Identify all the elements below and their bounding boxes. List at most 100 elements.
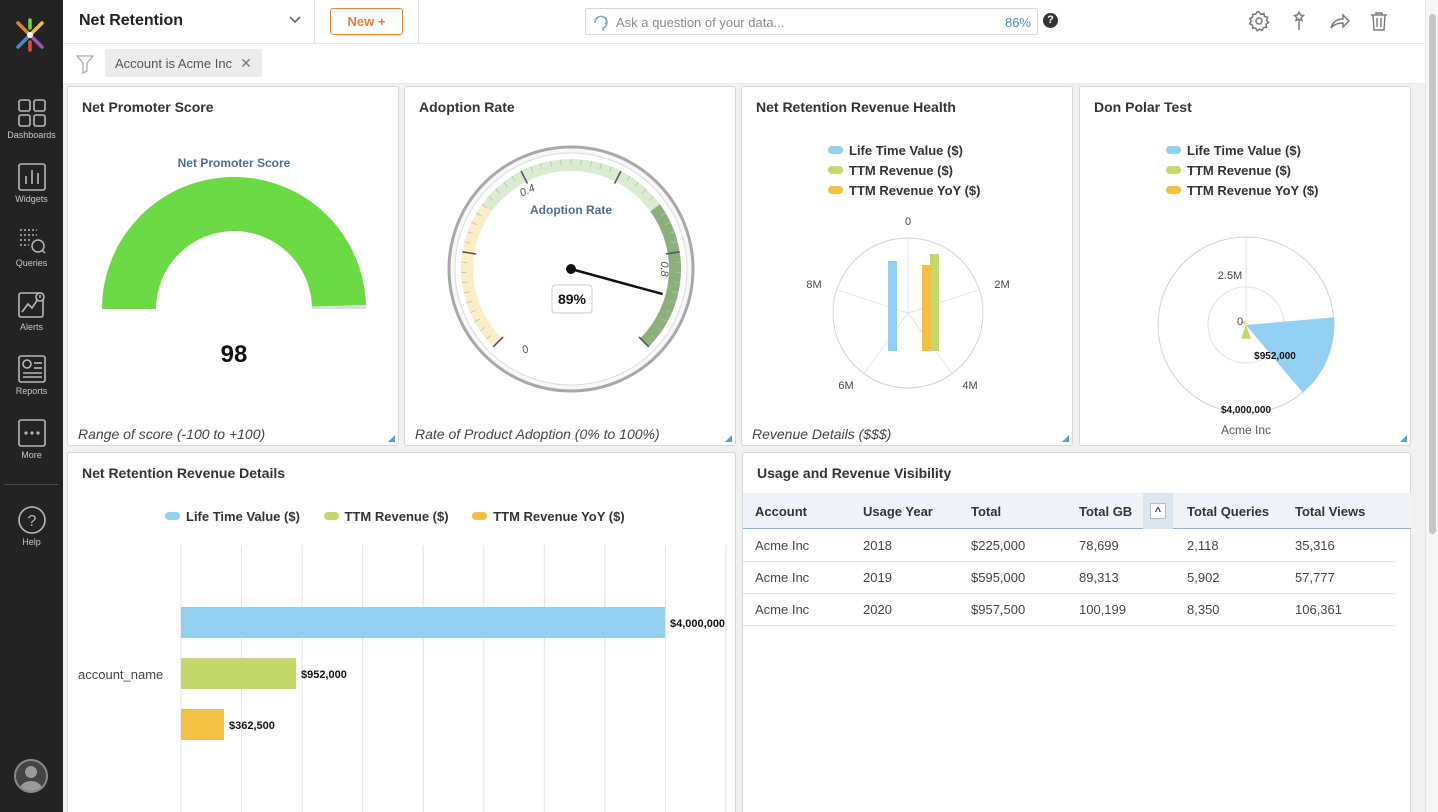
data-label: $4,000,000 xyxy=(1221,405,1271,416)
gauge-tick xyxy=(485,334,492,340)
ask-icon xyxy=(594,15,608,31)
divider xyxy=(418,0,419,44)
app-logo-icon[interactable] xyxy=(13,18,47,52)
bar-ttm[interactable] xyxy=(930,254,939,351)
help-question-icon[interactable]: ? xyxy=(1043,13,1058,28)
widget-adoption-rate[interactable]: Adoption Rate Adoption Rate 0 0.4 0.8 89… xyxy=(404,86,736,446)
legend-item[interactable]: TTM Revenue YoY ($) xyxy=(828,183,980,198)
gauge-tick xyxy=(464,241,471,244)
widget-net-retention-revenue-health[interactable]: Net Retention Revenue Health Life Time V… xyxy=(741,86,1073,446)
gauge-tick xyxy=(661,318,668,323)
resize-handle[interactable] xyxy=(1400,435,1407,442)
revenue-health-chart: 0 2M 4M 6M 8M xyxy=(806,216,1009,392)
sidebar-divider xyxy=(4,484,59,485)
health-bars xyxy=(888,254,939,351)
sort-button[interactable]: ^ xyxy=(1143,493,1173,529)
widget-title: Net Retention Revenue Details xyxy=(82,465,286,481)
table-cell: $957,500 xyxy=(971,602,1026,617)
widget-don-polar-test[interactable]: Don Polar Test Life Time Value ($) TTM R… xyxy=(1079,86,1411,446)
alerts-icon xyxy=(17,292,45,318)
sidebar-item-queries[interactable]: Queries xyxy=(0,226,63,286)
legend-item[interactable]: Life Time Value ($) xyxy=(828,143,980,158)
column-header[interactable]: Usage Year xyxy=(863,504,933,519)
polar-chart: 2.5M 0 $952,000 $4,000,000 Acme Inc xyxy=(1157,236,1335,437)
gauge-tick xyxy=(511,175,516,182)
table-cell: 106,361 xyxy=(1295,602,1342,617)
legend-item[interactable]: Life Time Value ($) xyxy=(1166,143,1318,158)
bar-ttm-yoy[interactable] xyxy=(922,265,931,351)
table-cell: 78,699 xyxy=(1079,538,1119,553)
filter-chip[interactable]: Account is Acme Inc ✕ xyxy=(105,49,262,77)
widget-usage-revenue-visibility[interactable]: Usage and Revenue Visibility ^ Account U… xyxy=(742,452,1411,812)
gauge-band xyxy=(640,204,681,347)
gauge-tick xyxy=(671,241,678,244)
nps-value: 98 xyxy=(221,341,248,368)
resize-handle[interactable] xyxy=(1062,435,1069,442)
filter-icon[interactable] xyxy=(76,54,94,74)
bar-ltv[interactable] xyxy=(181,607,665,638)
sidebar-item-alerts[interactable]: Alerts xyxy=(0,290,63,350)
adoption-tick-label: 0.8 xyxy=(658,261,670,277)
widgets-icon xyxy=(17,163,46,191)
ask-placeholder: Ask a question of your data... xyxy=(616,15,785,30)
close-icon[interactable]: ✕ xyxy=(240,55,252,71)
row-divider xyxy=(743,561,1396,562)
sidebar-item-dashboards[interactable]: Dashboards xyxy=(0,98,63,158)
gauge-tick xyxy=(467,231,474,235)
reports-icon xyxy=(17,355,46,383)
polar-spoke xyxy=(907,289,980,314)
widget-net-retention-revenue-details[interactable]: Net Retention Revenue Details Life Time … xyxy=(67,452,736,812)
column-header[interactable]: Total Views xyxy=(1295,504,1366,519)
gear-icon[interactable] xyxy=(1248,10,1270,32)
legend-item[interactable]: TTM Revenue ($) xyxy=(1166,163,1318,178)
divider xyxy=(314,0,315,44)
legend-item[interactable]: TTM Revenue ($) xyxy=(828,163,980,178)
share-icon[interactable] xyxy=(1328,10,1350,32)
sidebar-item-more[interactable]: More xyxy=(0,418,63,478)
legend-item[interactable]: Life Time Value ($) xyxy=(165,509,300,524)
legend-item[interactable]: TTM Revenue YoY ($) xyxy=(1166,183,1318,198)
nps-fill xyxy=(102,176,366,309)
new-button[interactable]: New + xyxy=(330,8,403,35)
category-label: Acme Inc xyxy=(1221,423,1271,437)
chevron-down-icon[interactable] xyxy=(288,13,302,27)
bar-ltv[interactable] xyxy=(888,261,897,351)
resize-handle[interactable] xyxy=(388,435,395,442)
sidebar-item-reports[interactable]: Reports xyxy=(0,354,63,414)
bar-ttm-yoy[interactable] xyxy=(181,709,224,740)
bar-ttm[interactable] xyxy=(181,658,296,689)
widget-title: Don Polar Test xyxy=(1094,99,1192,115)
trash-icon[interactable] xyxy=(1368,10,1390,32)
column-header[interactable]: Account xyxy=(755,504,807,519)
dashboard-title[interactable]: Net Retention xyxy=(79,12,183,29)
polar-spoke xyxy=(836,289,909,314)
gauge-tick xyxy=(674,281,681,284)
scrollbar-thumb[interactable] xyxy=(1429,14,1436,534)
column-header[interactable]: Total Queries xyxy=(1187,504,1270,519)
magic-wand-icon[interactable] xyxy=(1288,10,1310,32)
widget-footer: Revenue Details ($$$) xyxy=(752,426,892,442)
gauge-tick xyxy=(613,170,622,184)
sidebar-item-widgets[interactable]: Widgets xyxy=(0,162,63,222)
legend-item[interactable]: TTM Revenue YoY ($) xyxy=(472,509,625,524)
gauge-tick xyxy=(549,160,552,167)
ask-question-input[interactable]: Ask a question of your data... 86% xyxy=(585,8,1038,35)
widget-net-promoter-score[interactable]: Net Promoter Score Net Promoter Score 98… xyxy=(67,86,399,446)
axis-label: 6M xyxy=(838,380,853,392)
column-header[interactable]: Total xyxy=(971,504,1002,519)
sidebar-item-label: Widgets xyxy=(15,194,48,204)
page-scrollbar[interactable] xyxy=(1425,0,1438,812)
gauge-tick xyxy=(492,336,504,348)
axis-label: 2M xyxy=(994,279,1009,291)
axis-label: 0 xyxy=(905,216,911,228)
widget-footer: Rate of Product Adoption (0% to 100%) xyxy=(415,426,660,442)
resize-handle[interactable] xyxy=(725,435,732,442)
legend: Life Time Value ($) TTM Revenue ($) TTM … xyxy=(828,143,980,198)
legend-item[interactable]: TTM Revenue ($) xyxy=(323,509,449,524)
widget-title: Usage and Revenue Visibility xyxy=(757,465,952,481)
adoption-tick-label: 0.4 xyxy=(518,182,537,199)
gauge-tick xyxy=(469,309,476,314)
sidebar-item-help[interactable]: ? Help xyxy=(0,505,63,565)
user-avatar[interactable] xyxy=(14,759,48,793)
column-header[interactable]: Total GB xyxy=(1079,504,1133,519)
